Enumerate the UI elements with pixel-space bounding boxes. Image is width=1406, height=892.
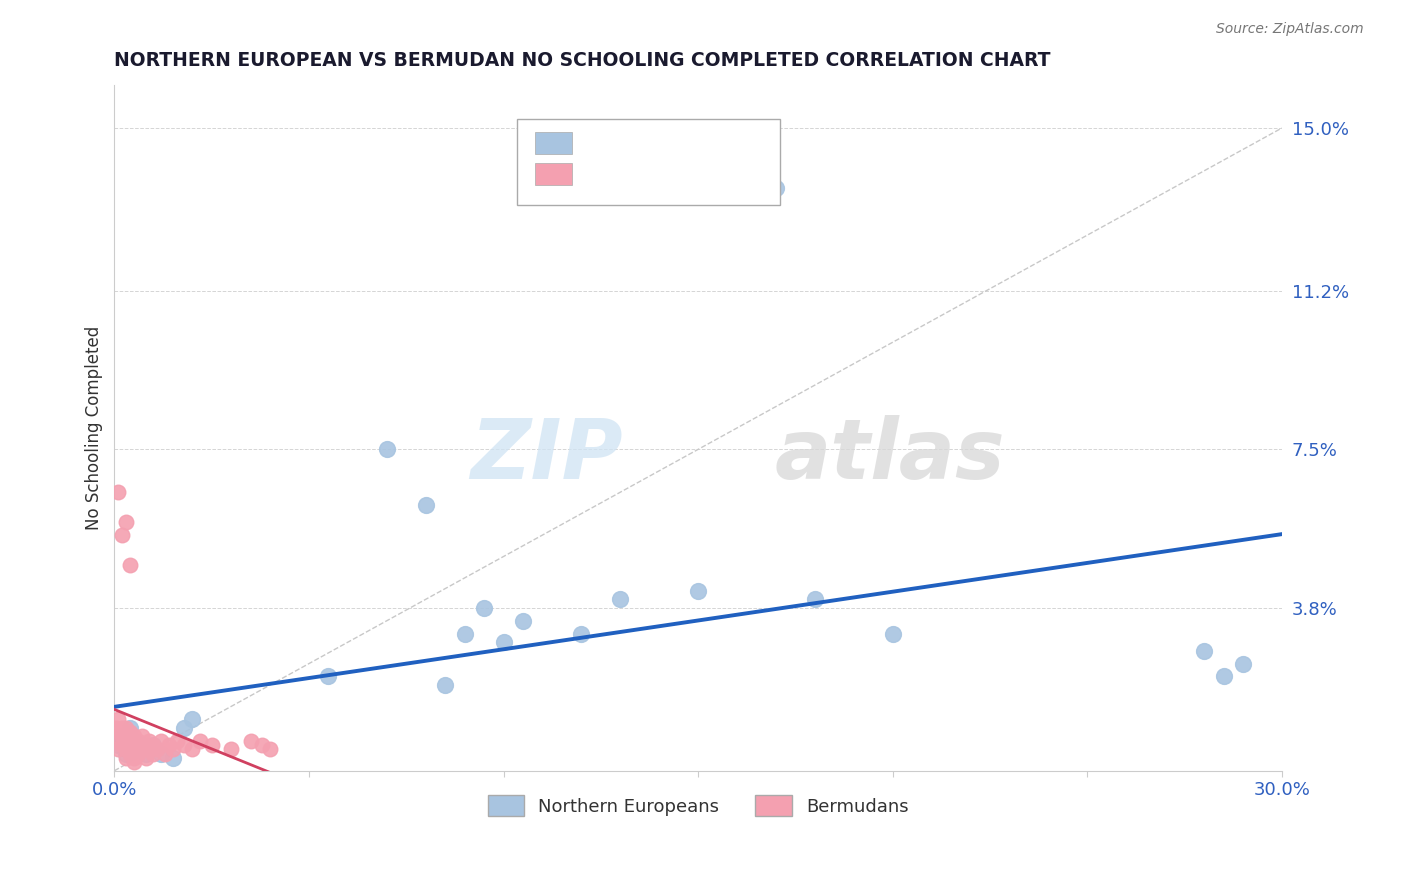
Point (111, 721, 134, 735)
Point (118, 558, 141, 572)
Point (239, 733, 262, 747)
Point (1232, 657, 1254, 671)
Point (115, 721, 138, 735)
Point (375, 442, 398, 457)
Text: N = 30: N = 30 (695, 135, 758, 153)
Point (107, 730, 129, 744)
Point (882, 626, 904, 640)
Point (122, 733, 145, 747)
Point (111, 528, 134, 542)
Point (512, 614, 534, 628)
Point (201, 738, 224, 752)
Point (804, 592, 827, 607)
Point (162, 751, 184, 765)
Point (688, 583, 710, 598)
Point (492, 635, 515, 649)
FancyBboxPatch shape (534, 163, 572, 186)
Text: N = 45: N = 45 (695, 165, 758, 183)
Point (131, 730, 153, 744)
Point (415, 498, 437, 512)
Point (111, 730, 134, 744)
Point (118, 721, 141, 735)
Point (122, 751, 145, 765)
Point (138, 733, 160, 747)
Point (181, 712, 204, 726)
Point (166, 733, 188, 747)
Y-axis label: No Schooling Completed: No Schooling Completed (86, 326, 103, 530)
Text: NORTHERN EUROPEAN VS BERMUDAN NO SCHOOLING COMPLETED CORRELATION CHART: NORTHERN EUROPEAN VS BERMUDAN NO SCHOOLI… (114, 51, 1050, 70)
Point (142, 738, 165, 752)
Point (111, 730, 134, 744)
Point (188, 733, 211, 747)
Point (107, 485, 129, 500)
Point (118, 747, 141, 761)
Point (765, 181, 787, 195)
Point (115, 515, 138, 529)
Point (146, 742, 169, 756)
Point (150, 747, 173, 761)
Point (609, 592, 631, 607)
Text: R = 0.254: R = 0.254 (586, 165, 676, 183)
Point (115, 742, 138, 756)
Point (127, 747, 149, 761)
Text: atlas: atlas (775, 415, 1005, 496)
Point (127, 742, 149, 756)
Point (162, 742, 184, 756)
Point (318, 669, 340, 683)
Point (122, 730, 145, 744)
Point (107, 738, 129, 752)
Point (115, 747, 138, 761)
Point (105, 721, 128, 735)
Point (252, 738, 274, 752)
Point (571, 626, 593, 640)
Point (118, 738, 141, 752)
Point (127, 733, 149, 747)
Text: Source: ZipAtlas.com: Source: ZipAtlas.com (1216, 22, 1364, 37)
Point (135, 751, 157, 765)
Text: ZIP: ZIP (470, 415, 623, 496)
Point (173, 738, 195, 752)
Point (131, 742, 153, 756)
Point (135, 747, 157, 761)
Point (142, 738, 165, 752)
Point (153, 747, 176, 761)
Point (111, 738, 134, 752)
FancyBboxPatch shape (517, 120, 780, 205)
Point (1212, 669, 1234, 683)
Legend: Northern Europeans, Bermudans: Northern Europeans, Bermudans (481, 788, 915, 823)
Point (118, 725, 141, 739)
Point (107, 712, 129, 726)
Point (142, 747, 165, 761)
Text: R = 0.348: R = 0.348 (586, 135, 676, 153)
Point (135, 738, 157, 752)
Point (259, 742, 281, 756)
Point (107, 742, 129, 756)
Point (472, 600, 495, 615)
Point (453, 626, 475, 640)
Point (115, 730, 138, 744)
FancyBboxPatch shape (534, 132, 572, 154)
Point (219, 742, 242, 756)
Point (122, 738, 145, 752)
Point (115, 751, 138, 765)
Point (157, 738, 180, 752)
Point (434, 678, 457, 692)
Point (122, 755, 145, 769)
Point (150, 733, 173, 747)
Point (1192, 644, 1215, 658)
Point (173, 721, 195, 735)
Point (181, 742, 204, 756)
Point (131, 738, 153, 752)
